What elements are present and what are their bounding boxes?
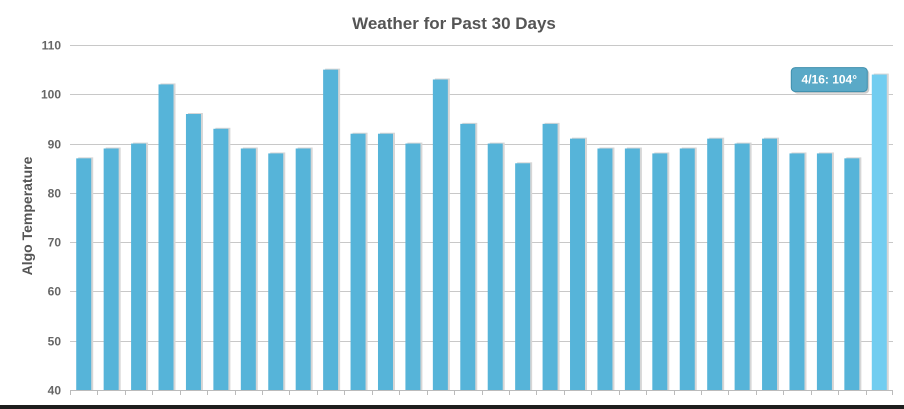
bar [871, 74, 887, 391]
bars [76, 68, 889, 391]
bar [762, 138, 778, 390]
bar [350, 133, 366, 390]
bar [432, 79, 448, 390]
tooltip-box [790, 67, 868, 93]
bar [131, 143, 147, 390]
bar [789, 153, 805, 390]
bar [295, 148, 311, 390]
bar [707, 138, 723, 390]
y-tick-label: 40 [48, 384, 62, 398]
y-tick-labels: 40 50 60 70 80 90 100 110 [41, 39, 61, 398]
bar [377, 133, 393, 390]
bar [487, 143, 503, 390]
bar [652, 153, 668, 390]
tooltip-text: 4/16: 104° [802, 73, 858, 87]
bar [597, 148, 613, 390]
bottom-border [0, 405, 904, 409]
bar [570, 138, 586, 390]
y-tick-label: 60 [48, 285, 62, 299]
bar [268, 153, 284, 390]
bar [185, 114, 201, 390]
bar [844, 158, 860, 390]
y-tick-label: 100 [41, 88, 61, 102]
bar [213, 128, 229, 391]
y-axis-label: Algo Temperature [19, 156, 35, 275]
grid-lines [70, 45, 893, 391]
bar [734, 143, 750, 390]
bar [240, 148, 256, 390]
y-tick-label: 90 [48, 138, 62, 152]
y-tick-label: 70 [48, 236, 62, 250]
bar [158, 84, 174, 390]
bar [323, 69, 339, 391]
chart-title: Weather for Past 30 Days [352, 14, 556, 33]
bar [76, 158, 92, 390]
bar [542, 123, 558, 390]
bar [103, 148, 119, 390]
tooltip: 4/16: 104° [790, 67, 870, 94]
bar [816, 153, 832, 390]
y-tick-label: 50 [48, 335, 62, 349]
bar [515, 163, 531, 390]
bar [460, 123, 476, 390]
y-tick-label: 80 [48, 187, 62, 201]
bar [624, 148, 640, 390]
x-ticks [70, 390, 893, 395]
bar [679, 148, 695, 390]
y-tick-label: 110 [42, 39, 62, 53]
bar [405, 143, 421, 390]
